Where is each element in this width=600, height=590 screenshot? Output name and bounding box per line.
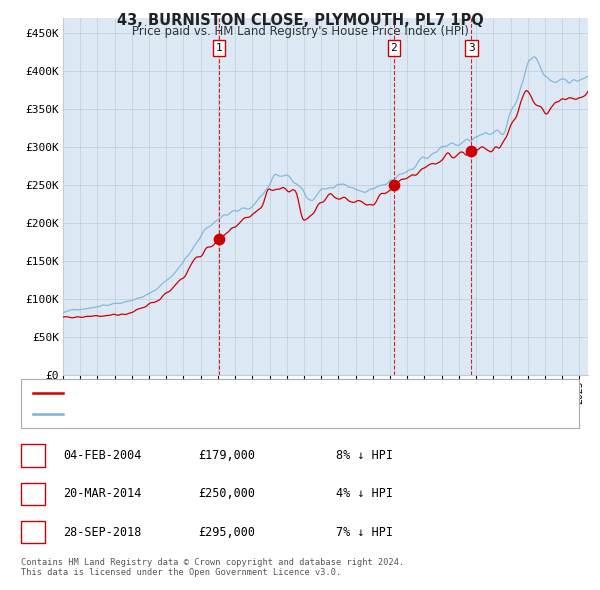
Text: Price paid vs. HM Land Registry's House Price Index (HPI): Price paid vs. HM Land Registry's House … [131, 25, 469, 38]
Text: 43, BURNISTON CLOSE, PLYMOUTH, PL7 1PQ (detached house): 43, BURNISTON CLOSE, PLYMOUTH, PL7 1PQ (… [69, 388, 413, 398]
Text: HPI: Average price, detached house, City of Plymouth: HPI: Average price, detached house, City… [69, 409, 394, 419]
Text: Contains HM Land Registry data © Crown copyright and database right 2024.
This d: Contains HM Land Registry data © Crown c… [21, 558, 404, 577]
Text: 20-MAR-2014: 20-MAR-2014 [63, 487, 142, 500]
Text: 4% ↓ HPI: 4% ↓ HPI [336, 487, 393, 500]
Text: 04-FEB-2004: 04-FEB-2004 [63, 449, 142, 462]
Text: 1: 1 [216, 43, 223, 53]
Text: 28-SEP-2018: 28-SEP-2018 [63, 526, 142, 539]
Text: 7% ↓ HPI: 7% ↓ HPI [336, 526, 393, 539]
Text: 1: 1 [29, 449, 37, 462]
Text: 2: 2 [29, 487, 37, 500]
Text: £179,000: £179,000 [198, 449, 255, 462]
Text: 2: 2 [390, 43, 397, 53]
Point [214, 234, 224, 244]
Text: 3: 3 [468, 43, 475, 53]
Text: 3: 3 [29, 526, 37, 539]
Text: £250,000: £250,000 [198, 487, 255, 500]
Text: 8% ↓ HPI: 8% ↓ HPI [336, 449, 393, 462]
Point [467, 146, 476, 155]
Text: 43, BURNISTON CLOSE, PLYMOUTH, PL7 1PQ: 43, BURNISTON CLOSE, PLYMOUTH, PL7 1PQ [116, 13, 484, 28]
Text: £295,000: £295,000 [198, 526, 255, 539]
Point [389, 180, 398, 189]
